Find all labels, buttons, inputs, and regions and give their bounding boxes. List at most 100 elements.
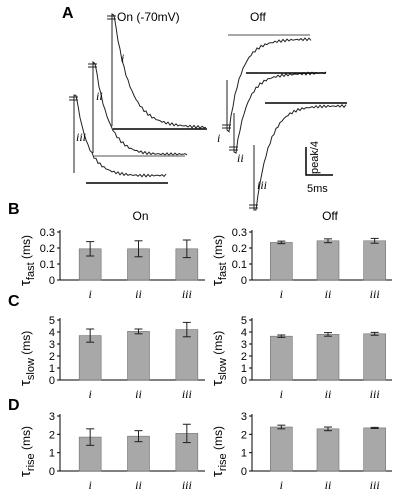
scale-bar-x-label: 5ms (307, 183, 328, 195)
x-tick-label: i (280, 287, 283, 301)
y-tick-label: 3 (241, 411, 247, 423)
x-tick-label: iii (370, 287, 380, 301)
off-trace-label-ii: ii (237, 151, 244, 165)
bar (270, 335, 293, 381)
x-tick-label: iii (182, 478, 192, 492)
x-tick-label: i (280, 387, 283, 401)
x-tick-label: ii (135, 478, 142, 492)
y-axis-label: τslow (ms) (209, 331, 229, 386)
y-axis-label: τfast (ms) (209, 235, 229, 286)
x-tick-label: ii (325, 387, 332, 401)
off-trace-ii-artifact (229, 146, 238, 151)
on-trace-label-iii: iii (76, 130, 86, 144)
on-trace-label-i: i (121, 51, 124, 65)
y-tick-label: 0 (49, 466, 55, 478)
y-tick-label: 2 (49, 351, 55, 363)
x-tick-label: ii (135, 287, 142, 301)
x-tick-label: iii (182, 387, 192, 401)
x-tick-label: iii (182, 287, 192, 301)
y-tick-label: 3 (49, 411, 55, 423)
bar (270, 242, 293, 281)
y-tick-label: 3 (241, 339, 247, 351)
y-tick-label: 2 (241, 429, 247, 441)
x-tick-label: iii (370, 478, 380, 492)
y-tick-label: 0.3 (40, 227, 55, 239)
bar (316, 428, 340, 472)
off-trace-label-iii: iii (257, 178, 267, 192)
y-tick-label: 0.2 (40, 243, 55, 255)
y-axis-label: τrise (ms) (17, 426, 37, 477)
bar (270, 426, 293, 472)
on-trace-ii (92, 60, 188, 157)
on-trace-ii-artifact (88, 63, 97, 68)
off-trace-ii (233, 71, 327, 154)
y-tick-label: 4 (241, 327, 247, 339)
bar (316, 334, 340, 381)
y-axis-label: τslow (ms) (17, 331, 37, 386)
y-tick-label: 0 (241, 275, 247, 287)
x-tick-label: i (280, 478, 283, 492)
x-tick-label: ii (325, 478, 332, 492)
y-tick-label: 2 (49, 429, 55, 441)
y-axis-label: τrise (ms) (209, 426, 229, 477)
bar (363, 333, 386, 381)
off-trace-i-artifact (222, 124, 231, 129)
y-tick-label: 1 (49, 363, 55, 375)
panel-letter-d: D (8, 397, 20, 414)
off-trace-title: Off (250, 10, 266, 24)
panel-letter-a: A (62, 5, 74, 22)
y-tick-label: 5 (49, 315, 55, 327)
y-tick-label: 0.2 (232, 243, 247, 255)
chart-title: Off (322, 209, 338, 223)
on-trace-label-ii: ii (96, 89, 103, 103)
panel-letter-b: B (8, 201, 20, 218)
scale-bar (305, 147, 333, 176)
scale-bar-y-label: peak/4 (309, 141, 321, 174)
x-tick-label: ii (135, 387, 142, 401)
y-tick-label: 0 (49, 275, 55, 287)
y-tick-label: 1 (49, 448, 55, 460)
x-tick-label: i (88, 478, 91, 492)
x-tick-label: i (88, 387, 91, 401)
x-tick-label: iii (370, 387, 380, 401)
on-trace-i-artifact (107, 15, 116, 20)
y-axis-label: τfast (ms) (17, 235, 37, 286)
on-trace-iii-artifact (69, 96, 78, 101)
off-trace-label-i: i (217, 131, 220, 145)
x-tick-label: i (88, 287, 91, 301)
y-tick-label: 0.3 (232, 227, 247, 239)
panel-letter-c: C (8, 293, 20, 310)
x-tick-label: ii (325, 287, 332, 301)
y-tick-label: 1 (241, 448, 247, 460)
y-tick-label: 0.1 (232, 259, 247, 271)
y-tick-label: 0 (49, 375, 55, 387)
on-trace-iii (73, 94, 167, 178)
y-tick-label: 2 (241, 351, 247, 363)
off-trace-iii (253, 104, 347, 211)
y-tick-label: 1 (241, 363, 247, 375)
on-trace-i (111, 13, 207, 129)
off-trace-iii-artifact (249, 204, 258, 209)
off-trace-i (226, 37, 312, 133)
y-tick-label: 0 (241, 466, 247, 478)
chart-title: On (132, 209, 148, 223)
bar (127, 331, 150, 381)
y-tick-label: 0 (241, 375, 247, 387)
y-tick-label: 5 (241, 315, 247, 327)
y-tick-label: 3 (49, 339, 55, 351)
current-traces (69, 13, 347, 211)
bar (363, 427, 386, 472)
bar (363, 240, 386, 281)
y-tick-label: 4 (49, 327, 55, 339)
bar (316, 240, 340, 281)
y-tick-label: 0.1 (40, 259, 55, 271)
on-trace-title: On (-70mV) (117, 10, 180, 24)
